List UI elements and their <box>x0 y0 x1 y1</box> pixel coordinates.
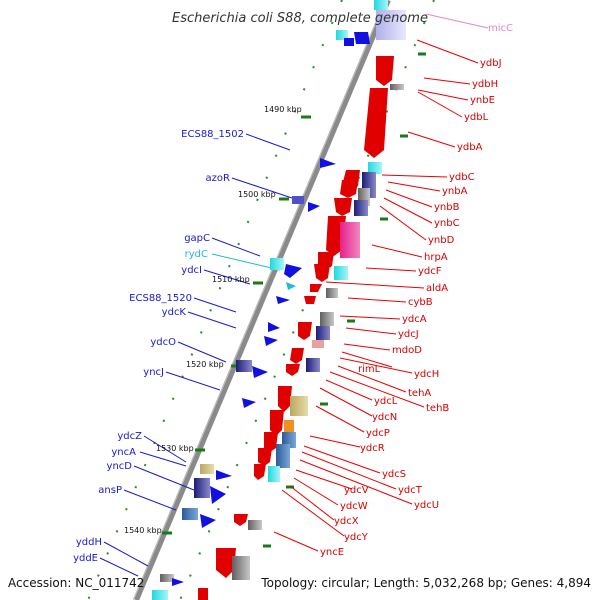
gene-label-yddE[interactable]: yddE <box>73 553 98 564</box>
gene-label-ydbL[interactable]: ydbL <box>464 112 489 123</box>
genome-backbone <box>133 0 391 600</box>
gene-label-ydbH[interactable]: ydbH <box>472 79 498 90</box>
forward-strand-genes <box>152 30 370 600</box>
gene-label-rydC[interactable]: rydC <box>185 249 208 260</box>
gene-label-ydcJ[interactable]: ydcJ <box>398 329 419 340</box>
gene-label-ydcZ[interactable]: ydcZ <box>117 431 142 442</box>
gene-label-ydcS[interactable]: ydcS <box>382 469 406 480</box>
gene-label-ydcO[interactable]: ydcO <box>150 337 176 348</box>
gene-label-ynbE[interactable]: ynbE <box>470 95 495 106</box>
gene-label-ynbA[interactable]: ynbA <box>442 186 468 197</box>
gene-label-ydcA[interactable]: ydcA <box>402 314 427 325</box>
gene-label-micC[interactable]: micC <box>488 23 513 34</box>
gene-label-rimL[interactable]: rimL <box>358 364 381 375</box>
gene-label-hrpA[interactable]: hrpA <box>424 252 448 263</box>
reverse-leader-lines <box>273 39 479 552</box>
kbp-label: 1520 kbp <box>186 360 224 369</box>
gene-label-ydbC[interactable]: ydbC <box>449 172 475 183</box>
gene-label-ECS88_1502[interactable]: ECS88_1502 <box>181 129 244 140</box>
gene-label-ECS88_1520[interactable]: ECS88_1520 <box>129 293 192 304</box>
gene-label-ydbA[interactable]: ydbA <box>457 142 483 153</box>
gene-label-ydcI[interactable]: ydcI <box>181 265 202 276</box>
gene-label-ydcU[interactable]: ydcU <box>414 500 439 511</box>
gene-label-ydcR[interactable]: ydcR <box>360 443 385 454</box>
gene-label-tehA[interactable]: tehA <box>408 388 431 399</box>
gene-label-mdoD[interactable]: mdoD <box>392 345 422 356</box>
gene-label-ansP[interactable]: ansP <box>98 485 122 496</box>
gene-label-azoR[interactable]: azoR <box>206 173 230 184</box>
kbp-label: 1540 kbp <box>124 526 162 535</box>
kbp-label: 1530 kbp <box>156 444 194 453</box>
gene-label-yddH[interactable]: yddH <box>76 537 102 548</box>
forward-leader-lines <box>99 133 293 577</box>
gene-label-yncA[interactable]: yncA <box>111 447 136 458</box>
gene-label-ydbJ[interactable]: ydbJ <box>480 58 502 69</box>
inner-tick-ring <box>87 0 343 600</box>
gene-label-ydcF[interactable]: ydcF <box>418 266 442 277</box>
gene-label-ydcT[interactable]: ydcT <box>398 485 423 496</box>
accession-label: Accession: NC_011742 <box>8 576 144 590</box>
kbp-label: 1510 kbp <box>212 275 250 284</box>
gene-label-yncE[interactable]: yncE <box>320 547 344 558</box>
gene-label-ydcL[interactable]: ydcL <box>374 396 398 407</box>
gene-label-ydcX[interactable]: ydcX <box>334 516 359 527</box>
gene-label-ynbD[interactable]: ynbD <box>428 235 455 246</box>
gene-label-yncD[interactable]: yncD <box>107 461 133 472</box>
gene-label-ydcN[interactable]: ydcN <box>372 412 397 423</box>
gene-label-tehB[interactable]: tehB <box>426 403 449 414</box>
gene-label-ydcH[interactable]: ydcH <box>414 369 439 380</box>
kbp-label: 1490 kbp <box>264 105 302 114</box>
reverse-gene-labels: micC ydbJ ydbH ynbE ydbL ydbA ydbC ynbA … <box>320 23 513 558</box>
forward-gene-labels: ECS88_1502 azoR gapC rydC ydcI ECS88_152… <box>73 129 244 564</box>
genome-summary-label: Topology: circular; Length: 5,032,268 bp… <box>260 576 591 590</box>
gene-label-ynbB[interactable]: ynbB <box>434 202 460 213</box>
backbone-highlight <box>133 0 386 600</box>
micC-leader-line <box>425 13 489 29</box>
gene-label-ydcV[interactable]: ydcV <box>344 485 369 496</box>
page-title: Escherichia coli S88, complete genome <box>172 11 428 26</box>
gene-label-gapC[interactable]: gapC <box>184 233 210 244</box>
gene-label-aldA[interactable]: aldA <box>426 283 448 294</box>
gene-label-ynbC[interactable]: ynbC <box>434 218 460 229</box>
gene-label-ydcP[interactable]: ydcP <box>366 428 390 439</box>
gene-label-cybB[interactable]: cybB <box>408 297 433 308</box>
gene-label-ydcK[interactable]: ydcK <box>162 307 187 318</box>
gene-label-ydcY[interactable]: ydcY <box>344 532 369 543</box>
gene-label-ydcW[interactable]: ydcW <box>340 501 368 512</box>
kbp-label: 1500 kbp <box>238 190 276 199</box>
reverse-strand-genes <box>198 0 406 600</box>
gene-label-yncJ[interactable]: yncJ <box>143 367 164 378</box>
